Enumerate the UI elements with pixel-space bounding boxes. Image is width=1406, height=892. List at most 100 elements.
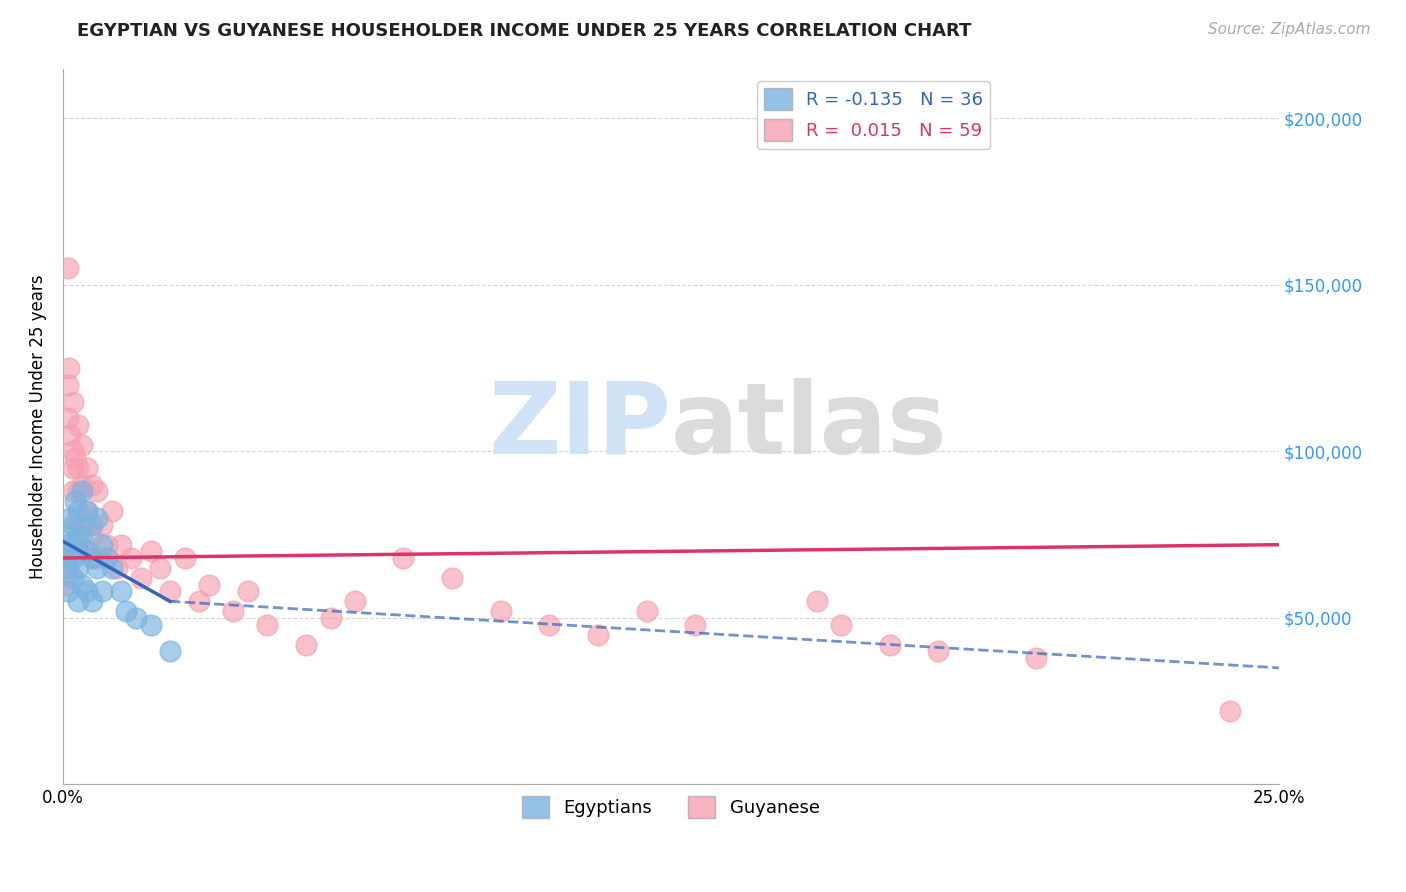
Point: [96, 538, 118, 552]
Point: [110, 584, 132, 599]
Point: [62, 444, 84, 458]
Point: [105, 561, 128, 575]
Point: [66, 538, 89, 552]
Point: [110, 538, 132, 552]
Point: [72, 438, 94, 452]
Point: [55, 577, 77, 591]
Point: [55, 551, 77, 566]
Point: [66, 511, 89, 525]
Point: [56, 538, 79, 552]
Point: [56, 527, 79, 541]
Point: [636, 604, 658, 618]
Point: [129, 571, 152, 585]
Point: [56, 561, 79, 575]
Point: [125, 611, 148, 625]
Point: [72, 527, 94, 541]
Point: [76, 544, 98, 558]
Point: [586, 627, 609, 641]
Point: [66, 484, 89, 499]
Point: [56, 261, 79, 276]
Point: [59, 511, 82, 525]
Point: [66, 544, 89, 558]
Point: [343, 594, 366, 608]
Point: [149, 561, 172, 575]
Point: [489, 604, 512, 618]
Point: [58, 361, 80, 376]
Point: [82, 477, 104, 491]
Point: [222, 604, 245, 618]
Point: [198, 577, 221, 591]
Point: [66, 417, 89, 432]
Point: [56, 584, 79, 599]
Point: [62, 484, 84, 499]
Point: [76, 461, 98, 475]
Point: [91, 517, 114, 532]
Point: [59, 544, 82, 558]
Point: [62, 571, 84, 585]
Point: [295, 638, 318, 652]
Point: [159, 584, 181, 599]
Point: [66, 504, 89, 518]
Point: [879, 638, 901, 652]
Point: [96, 551, 118, 566]
Point: [76, 504, 98, 518]
Point: [72, 577, 94, 591]
Text: ZIP: ZIP: [488, 378, 671, 475]
Point: [115, 604, 138, 618]
Point: [76, 504, 98, 518]
Point: [927, 644, 949, 658]
Point: [66, 527, 89, 541]
Point: [100, 504, 122, 518]
Point: [319, 611, 342, 625]
Point: [72, 477, 94, 491]
Point: [82, 551, 104, 566]
Point: [82, 527, 104, 541]
Point: [63, 451, 86, 466]
Point: [91, 584, 114, 599]
Point: [392, 551, 415, 566]
Point: [82, 594, 104, 608]
Point: [188, 594, 211, 608]
Point: [86, 484, 108, 499]
Point: [441, 571, 464, 585]
Point: [76, 544, 98, 558]
Point: [56, 377, 79, 392]
Point: [538, 617, 561, 632]
Point: [62, 461, 84, 475]
Text: EGYPTIAN VS GUYANESE HOUSEHOLDER INCOME UNDER 25 YEARS CORRELATION CHART: EGYPTIAN VS GUYANESE HOUSEHOLDER INCOME …: [77, 22, 972, 40]
Point: [173, 551, 195, 566]
Point: [66, 461, 89, 475]
Point: [56, 411, 79, 425]
Point: [56, 561, 79, 575]
Point: [256, 617, 278, 632]
Point: [139, 617, 162, 632]
Point: [82, 517, 104, 532]
Point: [62, 551, 84, 566]
Text: Source: ZipAtlas.com: Source: ZipAtlas.com: [1208, 22, 1371, 37]
Legend: Egyptians, Guyanese: Egyptians, Guyanese: [515, 789, 827, 825]
Point: [62, 394, 84, 409]
Point: [159, 644, 181, 658]
Point: [76, 584, 98, 599]
Point: [86, 511, 108, 525]
Point: [1025, 651, 1047, 665]
Point: [139, 544, 162, 558]
Point: [72, 484, 94, 499]
Point: [830, 617, 852, 632]
Point: [120, 551, 142, 566]
Point: [685, 617, 707, 632]
Point: [62, 517, 84, 532]
Point: [59, 427, 82, 442]
Point: [1219, 704, 1241, 718]
Point: [86, 551, 108, 566]
Y-axis label: Householder Income Under 25 years: Householder Income Under 25 years: [30, 274, 46, 579]
Point: [806, 594, 828, 608]
Text: atlas: atlas: [671, 378, 948, 475]
Point: [91, 538, 114, 552]
Point: [66, 594, 89, 608]
Point: [66, 561, 89, 575]
Point: [63, 494, 86, 508]
Point: [86, 561, 108, 575]
Point: [100, 561, 122, 575]
Point: [236, 584, 259, 599]
